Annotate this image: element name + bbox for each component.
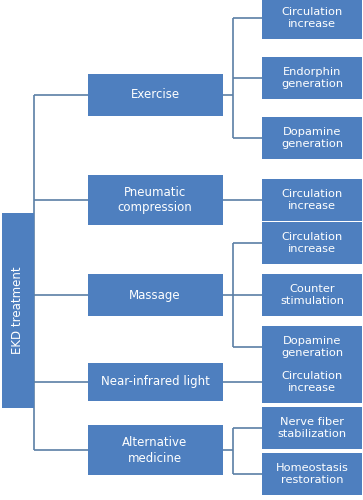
Text: Dopamine
generation: Dopamine generation <box>281 336 343 358</box>
Text: Dopamine
generation: Dopamine generation <box>281 127 343 149</box>
Text: Exercise: Exercise <box>130 88 180 102</box>
Text: EKD treatment: EKD treatment <box>12 266 24 354</box>
FancyBboxPatch shape <box>87 74 223 116</box>
Text: Homeostasis
restoration: Homeostasis restoration <box>276 463 348 485</box>
Text: Circulation
increase: Circulation increase <box>281 189 343 211</box>
FancyBboxPatch shape <box>262 361 362 403</box>
FancyBboxPatch shape <box>262 57 362 99</box>
FancyBboxPatch shape <box>87 175 223 225</box>
FancyBboxPatch shape <box>262 0 362 39</box>
Text: Circulation
increase: Circulation increase <box>281 232 343 254</box>
Text: Alternative
medicine: Alternative medicine <box>122 436 188 464</box>
FancyBboxPatch shape <box>262 222 362 264</box>
Text: Endorphin
generation: Endorphin generation <box>281 67 343 89</box>
FancyBboxPatch shape <box>2 212 34 408</box>
Text: Pneumatic
compression: Pneumatic compression <box>118 186 192 214</box>
Text: Counter
stimulation: Counter stimulation <box>280 284 344 306</box>
FancyBboxPatch shape <box>87 425 223 475</box>
FancyBboxPatch shape <box>87 274 223 316</box>
FancyBboxPatch shape <box>87 363 223 401</box>
FancyBboxPatch shape <box>262 326 362 368</box>
Text: Massage: Massage <box>129 288 181 302</box>
Text: Circulation
increase: Circulation increase <box>281 371 343 393</box>
FancyBboxPatch shape <box>262 407 362 449</box>
FancyBboxPatch shape <box>262 274 362 316</box>
Text: Nerve fiber
stabilization: Nerve fiber stabilization <box>277 417 347 439</box>
Text: Circulation
increase: Circulation increase <box>281 7 343 29</box>
FancyBboxPatch shape <box>262 453 362 495</box>
FancyBboxPatch shape <box>262 117 362 159</box>
FancyBboxPatch shape <box>262 179 362 221</box>
Text: Near-infrared light: Near-infrared light <box>101 376 209 388</box>
